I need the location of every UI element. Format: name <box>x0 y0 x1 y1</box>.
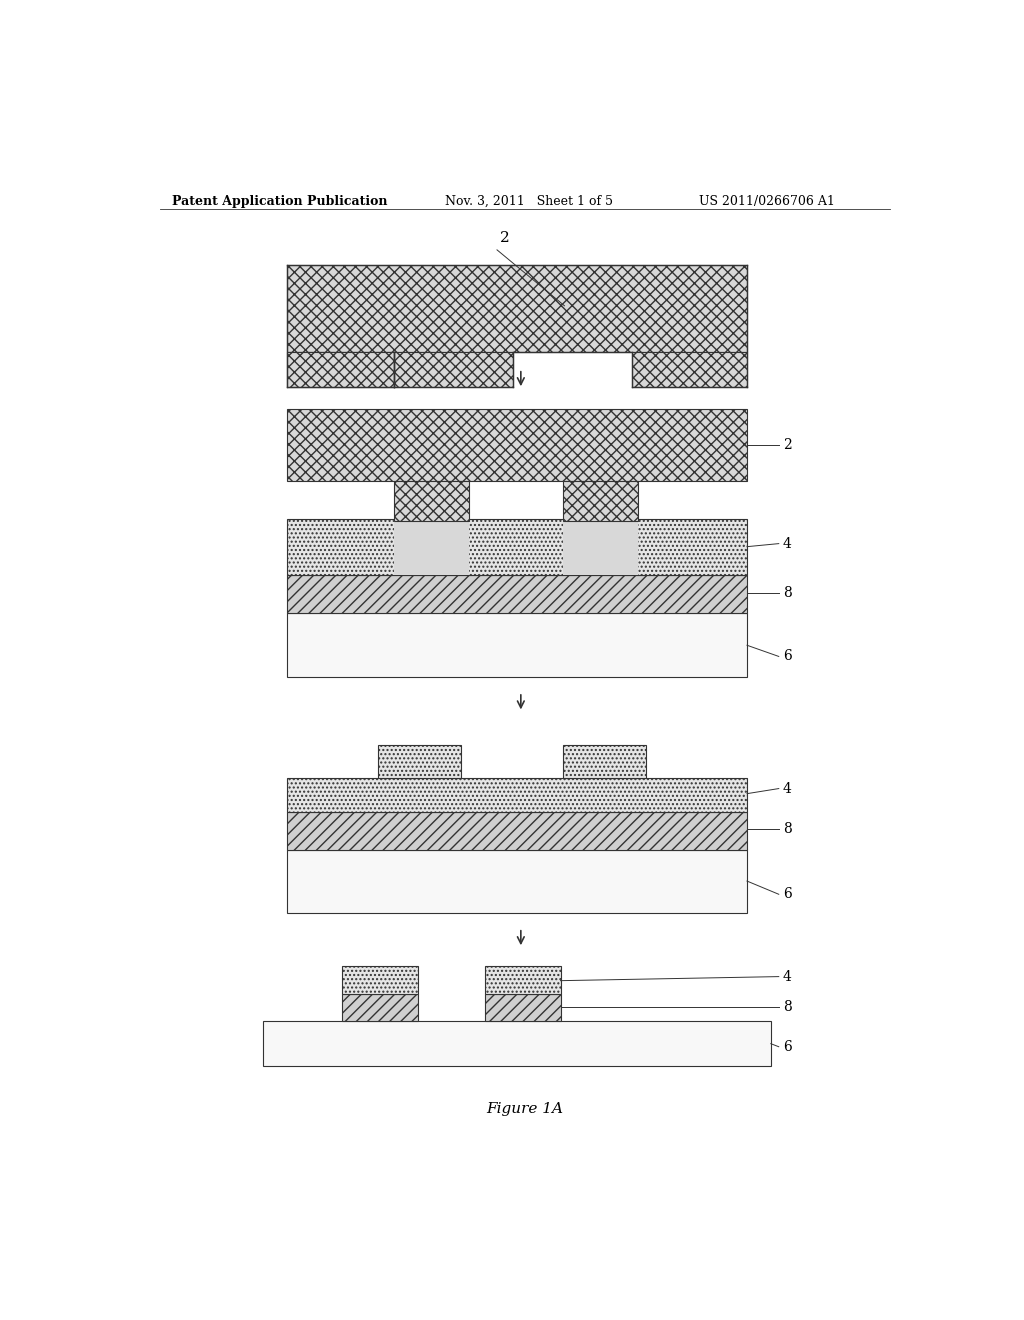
Bar <box>287 812 748 850</box>
Text: 6: 6 <box>782 887 792 902</box>
Bar <box>563 519 638 576</box>
Bar <box>287 576 748 612</box>
Bar <box>287 351 394 387</box>
Text: Patent Application Publication: Patent Application Publication <box>172 195 387 209</box>
Bar <box>342 994 418 1022</box>
Bar <box>485 994 560 1022</box>
Bar <box>287 351 394 387</box>
Bar <box>287 612 748 677</box>
Bar <box>563 744 646 779</box>
Bar <box>394 519 469 576</box>
Bar <box>485 966 560 994</box>
Text: 2: 2 <box>782 438 792 451</box>
Bar <box>287 265 748 351</box>
Text: 6: 6 <box>782 1040 792 1053</box>
Text: 6: 6 <box>782 649 792 664</box>
Text: 2: 2 <box>500 231 510 244</box>
Text: US 2011/0266706 A1: US 2011/0266706 A1 <box>699 195 836 209</box>
Text: 8: 8 <box>782 586 792 601</box>
Text: 8: 8 <box>782 822 792 837</box>
Bar <box>287 850 748 912</box>
Bar <box>287 409 748 480</box>
Bar <box>263 1022 771 1067</box>
Bar <box>287 519 748 576</box>
Bar <box>394 351 513 387</box>
Bar <box>378 744 461 779</box>
Text: Figure 1A: Figure 1A <box>486 1102 563 1115</box>
Bar <box>394 480 469 521</box>
Text: 8: 8 <box>782 1001 792 1014</box>
Bar <box>287 779 748 812</box>
Bar <box>563 480 638 521</box>
Text: 4: 4 <box>782 781 792 796</box>
Bar <box>342 966 418 994</box>
Bar <box>632 351 748 387</box>
Text: 4: 4 <box>782 970 792 983</box>
Text: 4: 4 <box>782 537 792 550</box>
Text: Nov. 3, 2011   Sheet 1 of 5: Nov. 3, 2011 Sheet 1 of 5 <box>445 195 613 209</box>
